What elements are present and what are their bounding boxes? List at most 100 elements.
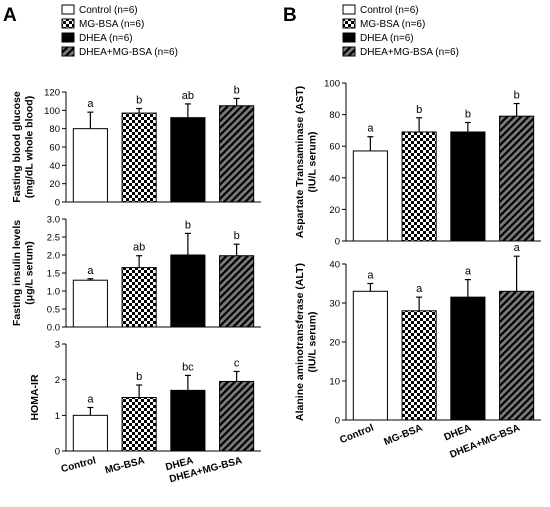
bar-dhea bbox=[170, 117, 206, 203]
y-tick-label: 40 bbox=[49, 161, 60, 172]
bar-dhea bbox=[450, 131, 486, 242]
legend-a-swatch-control bbox=[61, 4, 75, 15]
category-label: DHEA bbox=[443, 423, 473, 444]
y-tick-label: 100 bbox=[44, 106, 60, 117]
legend-a-label-control: Control (n=6) bbox=[79, 5, 138, 16]
legend-b-swatch-mgbsa bbox=[342, 18, 356, 29]
significance-label: a bbox=[514, 242, 521, 254]
significance-label: ab bbox=[133, 242, 145, 254]
y-tick-label: 1 bbox=[55, 411, 60, 422]
y-axis-label-line: (μg/L serum) bbox=[24, 241, 36, 304]
y-tick-label: 3 bbox=[55, 340, 60, 351]
bar-control bbox=[352, 290, 388, 421]
y-tick-label: 0 bbox=[335, 416, 340, 427]
y-axis-label-line: Fasting insulin levels bbox=[11, 220, 23, 326]
y-tick-label: 0 bbox=[55, 447, 60, 458]
y-tick-label: 40 bbox=[329, 173, 340, 184]
y-tick-label: 80 bbox=[329, 110, 340, 121]
legend-b-label-control: Control (n=6) bbox=[360, 5, 419, 16]
legend-b-swatch-control bbox=[342, 4, 356, 15]
y-axis-label: Fasting blood glucose(mg/dL whole blood) bbox=[11, 91, 36, 203]
bar-mg-bsa bbox=[401, 131, 437, 242]
chart-fasting-insulin: 0.0 0.5 1.0 1.5 2.0 2.5 3.0 Fasting insulin lev… bbox=[11, 215, 261, 334]
y-tick-label: 20 bbox=[329, 338, 340, 349]
bar-dhea bbox=[450, 296, 486, 421]
bar-dhea bbox=[170, 389, 206, 452]
legend-a-swatch-combo bbox=[61, 46, 75, 57]
y-tick-label: 120 bbox=[44, 88, 60, 99]
bar-dhea bbox=[170, 254, 206, 328]
chart-ast: 0 20 40 60 80 100 Aspartate Transaminase (AST)… bbox=[294, 79, 541, 248]
y-axis-label-line: Aspartate Transaminase (AST) bbox=[294, 86, 306, 238]
legend-b-label-combo: DHEA+MG-BSA (n=6) bbox=[360, 47, 459, 58]
significance-label: b bbox=[234, 230, 240, 242]
chart-fasting-glucose: 0 20 40 60 80 100 120 Fasting blood glucose(mg/… bbox=[11, 84, 261, 209]
bar-dhea-mg-bsa bbox=[219, 105, 255, 203]
y-tick-label: 30 bbox=[329, 299, 340, 310]
legend-a-swatch-mgbsa bbox=[61, 18, 75, 29]
bar-dhea-mg-bsa bbox=[219, 380, 255, 452]
bar-control bbox=[72, 128, 108, 203]
bar-mg-bsa bbox=[401, 310, 437, 421]
legend-b-swatch-dhea bbox=[342, 32, 356, 43]
significance-label: b bbox=[136, 95, 142, 107]
significance-label: b bbox=[416, 104, 422, 116]
y-tick-label: 10 bbox=[329, 377, 340, 388]
bar-control bbox=[352, 150, 388, 242]
significance-label: c bbox=[234, 357, 240, 369]
legend-b: Control (n=6) MG-BSA (n=6) DHEA (n=6) DH… bbox=[342, 4, 459, 58]
y-axis-label: HOMA-IR bbox=[29, 374, 41, 420]
y-tick-label: 2.5 bbox=[47, 233, 60, 244]
y-tick-label: 3.0 bbox=[47, 215, 60, 226]
significance-label: a bbox=[87, 265, 94, 277]
y-tick-label: 1.5 bbox=[47, 269, 60, 280]
legend-a-label-dhea: DHEA (n=6) bbox=[79, 33, 133, 44]
y-axis-label-line: (mg/dL whole blood) bbox=[24, 96, 36, 198]
panel-letter-b: B bbox=[283, 5, 297, 26]
y-tick-label: 60 bbox=[49, 143, 60, 154]
y-axis-label-line: (IU/L serum) bbox=[307, 131, 319, 192]
y-tick-label: 20 bbox=[329, 205, 340, 216]
legend-a: Control (n=6) MG-BSA (n=6) DHEA (n=6) DH… bbox=[61, 4, 178, 58]
y-tick-label: 100 bbox=[324, 79, 340, 90]
significance-label: a bbox=[367, 270, 374, 282]
bar-dhea-mg-bsa bbox=[499, 290, 535, 421]
y-tick-label: 0.5 bbox=[47, 305, 60, 316]
legend-a-swatch-dhea bbox=[61, 32, 75, 43]
y-tick-label: 20 bbox=[49, 179, 60, 190]
y-tick-label: 0.0 bbox=[47, 323, 60, 334]
y-axis-label: Aspartate Transaminase (AST)(IU/L serum) bbox=[294, 86, 319, 238]
bar-dhea-mg-bsa bbox=[219, 255, 255, 328]
y-axis-label-line: (IU/L serum) bbox=[307, 311, 319, 372]
bar-mg-bsa bbox=[121, 112, 157, 203]
legend-b-label-mgbsa: MG-BSA (n=6) bbox=[360, 19, 425, 30]
y-tick-label: 40 bbox=[329, 260, 340, 271]
y-axis-label-line: Alanine aminotransferase (ALT) bbox=[294, 263, 306, 421]
category-label: Control bbox=[338, 422, 375, 446]
legend-b-swatch-combo bbox=[342, 46, 356, 57]
significance-label: a bbox=[416, 283, 423, 295]
significance-label: b bbox=[136, 371, 142, 383]
category-label: Control bbox=[60, 455, 97, 475]
significance-label: b bbox=[514, 90, 520, 102]
y-axis-label-line: HOMA-IR bbox=[29, 374, 41, 420]
bar-control bbox=[72, 414, 108, 452]
y-tick-label: 80 bbox=[49, 124, 60, 135]
y-axis-label: Fasting insulin levels(μg/L serum) bbox=[11, 220, 36, 326]
bar-mg-bsa bbox=[121, 397, 157, 452]
bar-dhea-mg-bsa bbox=[499, 115, 535, 242]
legend-a-label-combo: DHEA+MG-BSA (n=6) bbox=[79, 47, 178, 58]
y-tick-label: 60 bbox=[329, 142, 340, 153]
y-tick-label: 0 bbox=[335, 237, 340, 248]
category-label: MG-BSA bbox=[104, 455, 146, 476]
significance-label: bc bbox=[182, 361, 194, 373]
y-tick-label: 0 bbox=[55, 198, 60, 209]
legend-b-label-dhea: DHEA (n=6) bbox=[360, 33, 414, 44]
significance-label: a bbox=[87, 393, 94, 405]
y-axis-label-line: Fasting blood glucose bbox=[11, 91, 23, 203]
significance-label: a bbox=[87, 98, 94, 110]
significance-label: ab bbox=[182, 90, 194, 102]
legend-a-label-mgbsa: MG-BSA (n=6) bbox=[79, 19, 144, 30]
